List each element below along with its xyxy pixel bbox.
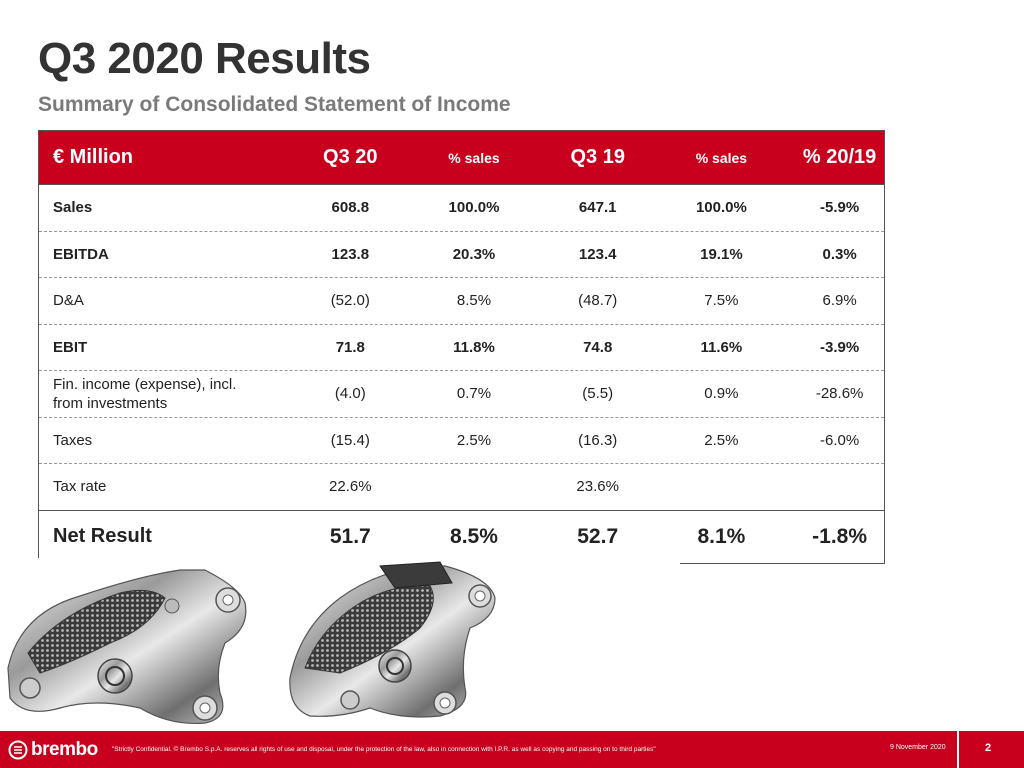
cell-change: 0.3%: [822, 245, 857, 263]
cell-q3-20: 51.7: [329, 524, 371, 548]
cell-change: 6.9%: [822, 292, 857, 310]
cell-q3-20: 608.8: [331, 199, 370, 217]
cell-pct-sales-20: 20.3%: [452, 245, 496, 263]
cell-pct-sales-19: 2.5%: [704, 431, 739, 449]
cell-q3-19: (5.5): [582, 385, 614, 403]
confidentiality-disclaimer: "Strictly Confidential. © Brembo S.p.A. …: [112, 746, 656, 753]
header-cell-q3-20: Q3 20: [323, 146, 378, 168]
cell-pct-sales-20: 11.8%: [453, 338, 495, 356]
cell-q3-20: (15.4): [330, 431, 370, 449]
cell-q3-20: (52.0): [330, 292, 370, 310]
brembo-logo-text: brembo: [31, 739, 98, 760]
cell-q3-19: 23.6%: [576, 478, 619, 496]
brake-calipers-photo: [0, 558, 680, 730]
row-label: EBIT: [53, 338, 88, 356]
cell-change: -6.0%: [820, 431, 860, 449]
cell-q3-20: 123.8: [331, 245, 370, 263]
row-label: D&A: [53, 292, 84, 310]
cell-pct-sales-19: 19.1%: [700, 245, 743, 263]
cell-q3-20: 22.6%: [329, 478, 372, 496]
cell-q3-19: 123.4: [578, 245, 617, 263]
cell-change: -3.9%: [820, 338, 860, 356]
row-label: Taxes: [53, 431, 93, 449]
page-number: 2: [985, 742, 992, 754]
table-row-tax-rate: Tax rate 22.6% 23.6%: [39, 464, 884, 511]
left-caliper: [7, 569, 247, 725]
cell-pct-sales-20: 0.7%: [456, 385, 492, 403]
page-subtitle: Summary of Consolidated Statement of Inc…: [38, 93, 511, 116]
brembo-logo-icon: [8, 740, 28, 760]
row-label: Fin. income (expense), incl. from invest…: [53, 375, 237, 412]
cell-pct-sales-19: 7.5%: [704, 292, 739, 310]
row-label: Net Result: [53, 525, 152, 547]
cell-q3-20: (4.0): [334, 385, 366, 403]
header-cell-pct-sales-19: % sales: [695, 149, 748, 166]
cell-change: -28.6%: [815, 385, 864, 403]
cell-q3-19: 52.7: [577, 524, 619, 548]
table-row-ebit: EBIT 71.8 11.8% 74.8 11.6% -3.9%: [39, 325, 884, 371]
header-cell-pct-sales-20: % sales: [448, 149, 500, 166]
cell-pct-sales-20: 8.5%: [450, 524, 498, 548]
table-row-taxes: Taxes (15.4) 2.5% (16.3) 2.5% -6.0%: [39, 418, 884, 464]
cell-q3-19: 647.1: [578, 199, 617, 217]
footer-divider: [957, 731, 959, 768]
page-title: Q3 2020 Results: [38, 34, 371, 83]
cell-pct-sales-19: 11.6%: [700, 338, 743, 356]
row-label: Sales: [53, 199, 93, 217]
footer-bar: brembo "Strictly Confidential. © Brembo …: [0, 731, 1024, 768]
cell-pct-sales-20: 8.5%: [456, 292, 492, 310]
cell-q3-20: 71.8: [335, 338, 365, 356]
income-statement-table: € Million Q3 20 % sales Q3 19 % sales % …: [38, 130, 885, 564]
header-cell-change: % 20/19: [802, 146, 877, 168]
table-row-ebitda: EBITDA 123.8 20.3% 123.4 19.1% 0.3%: [39, 232, 884, 278]
cell-pct-sales-19: 8.1%: [697, 524, 746, 548]
table-header-row: € Million Q3 20 % sales Q3 19 % sales % …: [39, 131, 884, 185]
header-cell-unit: € Million: [53, 146, 133, 168]
cell-q3-19: 74.8: [583, 338, 613, 356]
table-row-net-result: Net Result 51.7 8.5% 52.7 8.1% -1.8%: [39, 511, 884, 563]
right-caliper: [289, 561, 496, 718]
cell-q3-19: (48.7): [578, 292, 618, 310]
cell-pct-sales-20: 2.5%: [456, 431, 492, 449]
row-label: EBITDA: [53, 245, 109, 263]
cell-change: -5.9%: [820, 199, 860, 217]
header-cell-q3-19: Q3 19: [570, 146, 625, 168]
cell-pct-sales-20: 100.0%: [448, 199, 500, 217]
cell-pct-sales-19: 0.9%: [704, 385, 739, 403]
row-label: Tax rate: [53, 478, 107, 496]
table-row-sales: Sales 608.8 100.0% 647.1 100.0% -5.9%: [39, 185, 884, 232]
brembo-logo: brembo: [8, 739, 98, 761]
table-row-fin-income: Fin. income (expense), incl. from invest…: [39, 371, 884, 418]
cell-change: -1.8%: [812, 524, 868, 548]
cell-pct-sales-19: 100.0%: [695, 199, 747, 217]
cell-q3-19: (16.3): [578, 431, 618, 449]
table-row-da: D&A (52.0) 8.5% (48.7) 7.5% 6.9%: [39, 278, 884, 325]
footer-date: 9 November 2020: [890, 744, 946, 751]
